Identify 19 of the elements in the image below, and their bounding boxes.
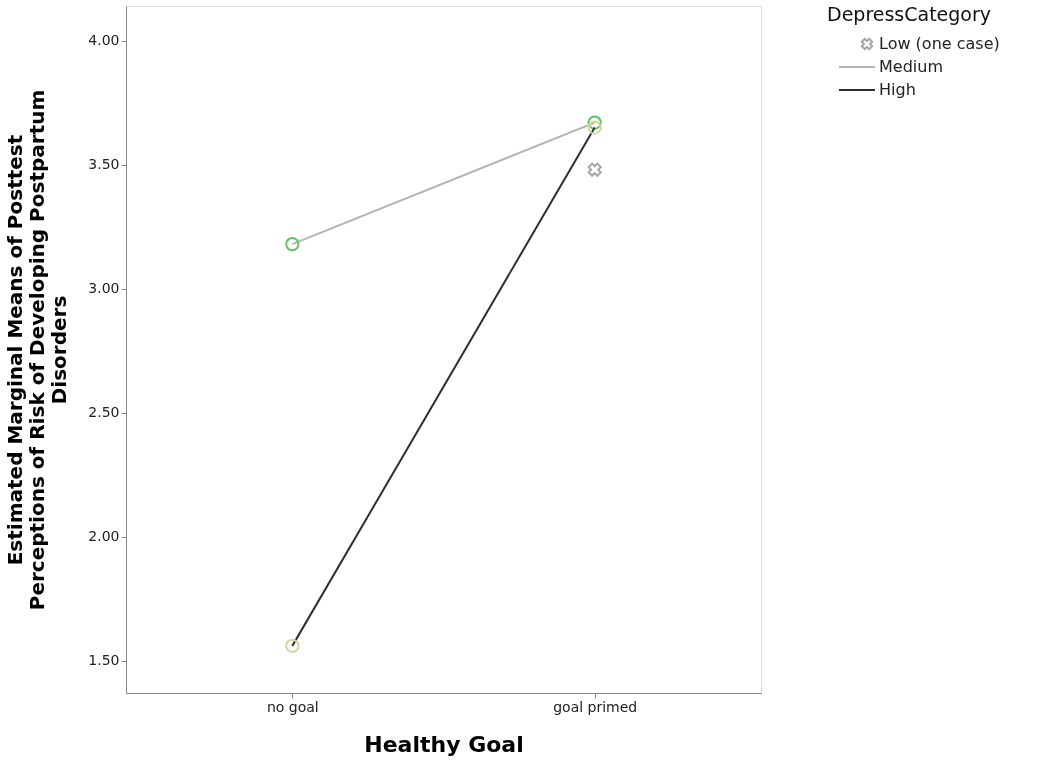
- legend-label: High: [879, 80, 916, 99]
- y-tick-label: 3.50: [88, 156, 120, 173]
- point: [285, 638, 300, 653]
- y-tick-label: 2.50: [88, 404, 120, 421]
- legend-label: Low (one case): [879, 34, 1000, 53]
- legend-label: Medium: [879, 57, 943, 76]
- y-tick-label: 2.00: [88, 528, 120, 545]
- point: [587, 162, 602, 177]
- x-tick-label: goal primed: [553, 698, 638, 715]
- x-axis-title: Healthy Goal: [364, 731, 524, 757]
- y-axis-title: Estimated Marginal Means of Posttest Perceptions of Risk of Developing Postpartum Disorders: [3, 89, 72, 611]
- y-tick-label: 1.50: [88, 652, 120, 669]
- y-tick-label: 4.00: [88, 32, 120, 49]
- legend-title: DepressCategory: [827, 3, 992, 25]
- x-tick-label: no goal: [266, 698, 319, 715]
- point: [587, 120, 602, 135]
- y-tick-label: 3.00: [88, 280, 120, 297]
- point: [587, 115, 602, 130]
- point: [285, 236, 300, 252]
